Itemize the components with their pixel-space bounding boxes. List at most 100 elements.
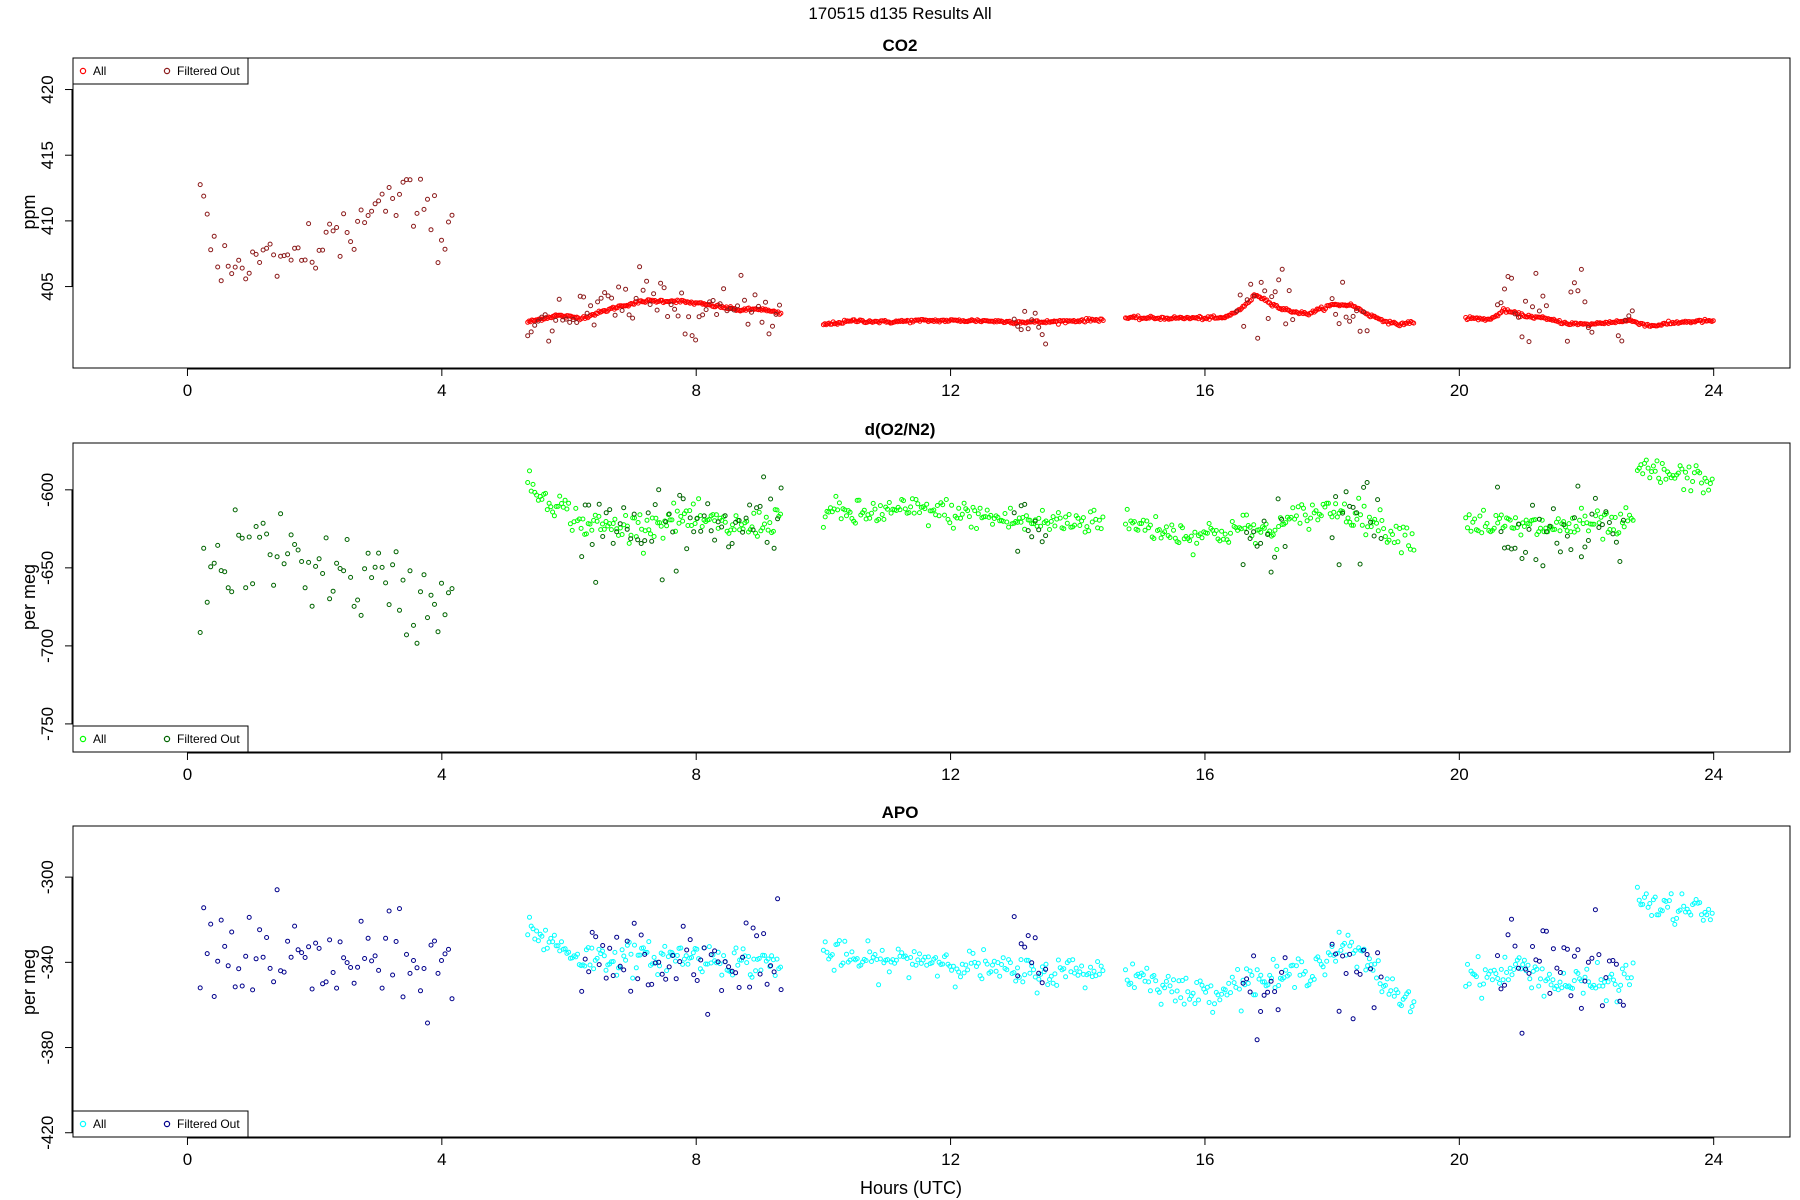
data-point (1498, 986, 1504, 992)
data-point (309, 986, 315, 992)
data-point (666, 511, 672, 517)
data-point (609, 295, 615, 301)
data-point (1032, 310, 1038, 316)
data-point (672, 306, 678, 312)
data-point (1179, 525, 1185, 531)
data-point (539, 496, 545, 502)
data-point (774, 956, 780, 962)
data-point (637, 952, 643, 958)
data-point (428, 942, 434, 948)
ylabel-o2n2: per meg (19, 564, 39, 630)
data-point (550, 939, 556, 945)
data-point (1391, 993, 1397, 999)
data-point (1192, 529, 1198, 535)
data-point (1557, 528, 1563, 534)
data-point (1481, 981, 1486, 987)
data-point (1710, 318, 1716, 324)
data-point (1004, 519, 1010, 525)
data-point (421, 206, 427, 212)
x-tick-label: 20 (1450, 1150, 1469, 1169)
data-point (1645, 465, 1651, 471)
data-point (1334, 514, 1340, 520)
data-point (1043, 961, 1049, 967)
data-point (530, 926, 536, 932)
data-point (1251, 953, 1257, 959)
data-point (1036, 515, 1042, 521)
data-point (686, 314, 692, 320)
data-point (1261, 979, 1267, 985)
data-point (1706, 487, 1712, 493)
data-point (1505, 977, 1511, 983)
data-point (323, 979, 329, 985)
data-point (211, 233, 217, 239)
data-point (583, 531, 589, 537)
data-point (397, 191, 402, 197)
data-point (1364, 480, 1370, 485)
x-tick-label: 4 (437, 1150, 446, 1169)
data-point (761, 931, 767, 937)
data-point (1015, 548, 1021, 554)
data-point (1247, 524, 1253, 530)
data-point (1552, 526, 1558, 532)
data-point (372, 564, 378, 570)
data-point (767, 520, 773, 526)
data-point (993, 968, 999, 974)
data-point (1039, 539, 1045, 545)
data-point (1600, 983, 1606, 989)
data-point (1589, 329, 1595, 335)
data-point (1043, 966, 1049, 972)
data-point (1516, 314, 1521, 320)
data-point (682, 331, 688, 337)
data-point (822, 939, 828, 945)
data-point (694, 515, 700, 521)
data-point (337, 566, 343, 571)
data-point (250, 581, 256, 587)
data-point (358, 612, 364, 618)
data-point (670, 529, 676, 535)
data-point (267, 552, 273, 558)
data-point (1167, 535, 1173, 540)
data-point (1582, 974, 1588, 980)
data-point (435, 629, 441, 635)
ylabel-co2: ppm (19, 194, 39, 229)
data-point (316, 945, 322, 951)
data-point (608, 959, 614, 965)
data-point (1171, 527, 1176, 533)
data-point (771, 545, 777, 551)
data-point (856, 497, 862, 503)
data-point (362, 956, 368, 961)
data-point (778, 511, 783, 517)
data-point (1151, 973, 1157, 978)
data-point (1100, 968, 1106, 974)
x-axis-label: Hours (UTC) (860, 1178, 962, 1198)
data-point (1286, 971, 1292, 977)
data-point (644, 517, 650, 523)
data-point (1238, 1008, 1244, 1014)
data-point (201, 905, 207, 911)
data-point (1325, 500, 1331, 506)
data-point (852, 520, 858, 526)
data-point (607, 945, 613, 951)
data-point (1244, 976, 1250, 982)
data-point (680, 961, 686, 967)
data-point (673, 528, 678, 534)
data-point (1616, 987, 1622, 993)
data-point (243, 276, 249, 282)
data-point (1163, 524, 1169, 530)
data-point (232, 264, 238, 270)
data-point (651, 954, 657, 960)
data-point (1536, 308, 1542, 314)
data-point (302, 955, 308, 960)
data-point (267, 965, 273, 971)
series-filtered-out (197, 887, 1626, 1043)
data-point (562, 946, 568, 952)
data-point (1293, 513, 1299, 519)
data-point (768, 963, 774, 969)
data-point (652, 502, 658, 508)
data-point (1345, 515, 1351, 521)
data-point (1222, 987, 1228, 993)
data-point (1571, 515, 1577, 521)
data-point (646, 939, 652, 945)
data-point (970, 950, 976, 956)
data-point (844, 951, 849, 957)
